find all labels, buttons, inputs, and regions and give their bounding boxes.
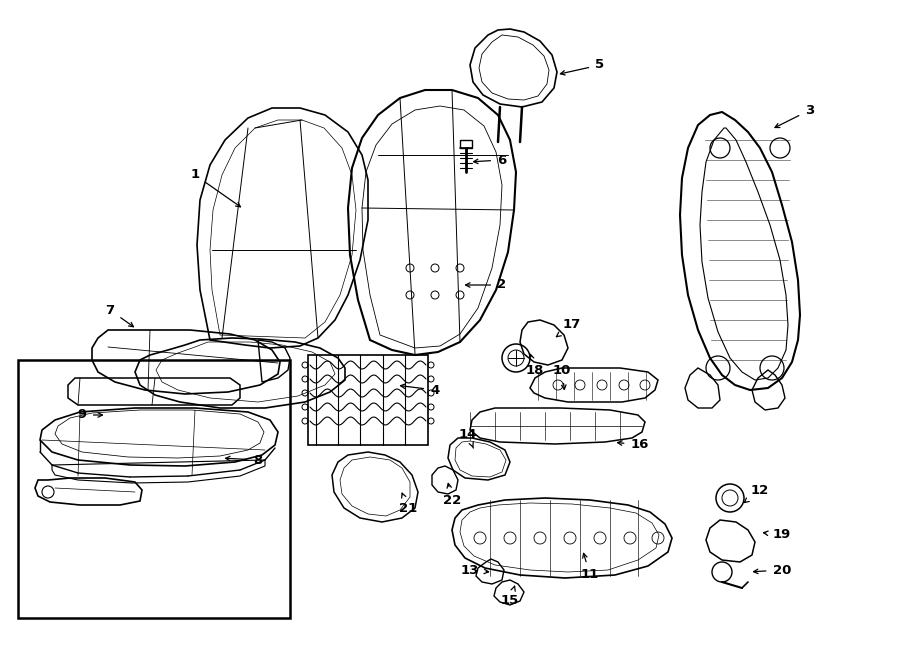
Text: 9: 9 (77, 408, 103, 422)
Text: 15: 15 (501, 586, 519, 607)
Text: 18: 18 (526, 354, 544, 377)
Text: 7: 7 (105, 303, 133, 327)
Text: 16: 16 (617, 438, 649, 451)
Bar (18, 360, 290, 618)
Text: 20: 20 (753, 563, 791, 576)
Text: 21: 21 (399, 493, 417, 514)
Text: 2: 2 (465, 278, 507, 292)
Text: 1: 1 (191, 169, 240, 207)
Text: 22: 22 (443, 483, 461, 506)
Text: 3: 3 (775, 104, 814, 128)
Text: 10: 10 (553, 364, 572, 389)
Text: 8: 8 (226, 453, 263, 467)
Text: 19: 19 (763, 529, 791, 541)
Text: 13: 13 (461, 563, 489, 576)
Text: 11: 11 (580, 553, 599, 582)
Text: 17: 17 (556, 319, 581, 336)
Text: 6: 6 (473, 153, 507, 167)
Text: 14: 14 (459, 428, 477, 448)
Text: 4: 4 (400, 383, 439, 397)
Text: 12: 12 (744, 483, 770, 502)
Text: 5: 5 (561, 59, 605, 75)
